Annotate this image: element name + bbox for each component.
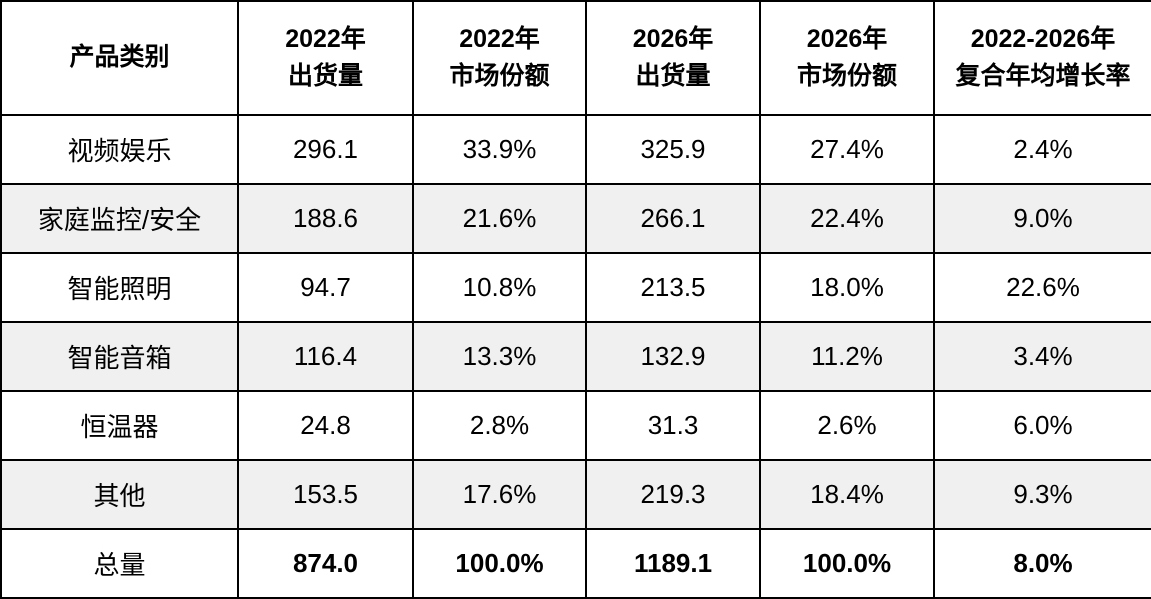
column-header-label: 市场份额 (796, 62, 897, 90)
column-header-label: 2022年 (285, 24, 366, 53)
category-cell: 总量 (0, 528, 239, 599)
value-cell: 27.4% (759, 114, 935, 185)
value-cell: 132.9 (585, 321, 761, 392)
column-header-label: 出货量 (287, 62, 363, 90)
column-header-2026-market-share: 2026年 市场份额 (759, 0, 935, 116)
table-body: 视频娱乐 296.1 33.9% 325.9 27.4% 2.4% 家庭监控/安全 188.6… (0, 114, 1151, 599)
value-cell: 8.0% (933, 528, 1151, 599)
header-row: 产品类别 2022年 出货量 2022年 市场份额 2026年 出货量 2026… (0, 0, 1151, 116)
value-cell: 3.4% (933, 321, 1151, 392)
value-cell: 153.5 (237, 459, 414, 530)
value-cell: 874.0 (237, 528, 414, 599)
value-cell: 31.3 (585, 390, 761, 461)
value-cell: 13.3% (412, 321, 587, 392)
value-cell: 33.9% (412, 114, 587, 185)
column-header-label: 2026年 (806, 24, 888, 53)
table-row: 家庭监控/安全 188.6 21.6% 266.1 22.4% 9.0% (0, 183, 1151, 254)
column-header-2022-shipments: 2022年 出货量 (237, 0, 414, 116)
column-header-label: 出货量 (635, 62, 711, 90)
value-cell: 2.8% (412, 390, 587, 461)
value-cell: 11.2% (759, 321, 935, 392)
value-cell: 18.4% (759, 459, 935, 530)
column-header-2022-market-share: 2022年 市场份额 (412, 0, 587, 116)
column-header-label: 2026年 (632, 24, 714, 53)
table-row: 智能音箱 116.4 13.3% 132.9 11.2% 3.4% (0, 321, 1151, 392)
value-cell: 94.7 (237, 252, 414, 323)
column-header-label: 2022-2026年 (970, 24, 1116, 53)
value-cell: 100.0% (759, 528, 935, 599)
value-cell: 10.8% (412, 252, 587, 323)
value-cell: 266.1 (585, 183, 761, 254)
column-header-cagr: 2022-2026年 复合年均增长率 (933, 0, 1151, 116)
value-cell: 116.4 (237, 321, 414, 392)
value-cell: 17.6% (412, 459, 587, 530)
value-cell: 219.3 (585, 459, 761, 530)
table-header: 产品类别 2022年 出货量 2022年 市场份额 2026年 出货量 2026… (0, 0, 1151, 116)
value-cell: 18.0% (759, 252, 935, 323)
column-header-category: 产品类别 (0, 0, 239, 116)
value-cell: 2.4% (933, 114, 1151, 185)
category-cell: 智能音箱 (0, 321, 239, 392)
value-cell: 9.3% (933, 459, 1151, 530)
value-cell: 296.1 (237, 114, 414, 185)
value-cell: 21.6% (412, 183, 587, 254)
value-cell: 188.6 (237, 183, 414, 254)
value-cell: 22.6% (933, 252, 1151, 323)
value-cell: 9.0% (933, 183, 1151, 254)
category-cell: 智能照明 (0, 252, 239, 323)
value-cell: 24.8 (237, 390, 414, 461)
table-row: 智能照明 94.7 10.8% 213.5 18.0% 22.6% (0, 252, 1151, 323)
category-cell: 其他 (0, 459, 239, 530)
value-cell: 22.4% (759, 183, 935, 254)
value-cell: 100.0% (412, 528, 587, 599)
total-row: 总量 874.0 100.0% 1189.1 100.0% 8.0% (0, 528, 1151, 599)
category-cell: 家庭监控/安全 (0, 183, 239, 254)
table-row: 恒温器 24.8 2.8% 31.3 2.6% 6.0% (0, 390, 1151, 461)
column-header-2026-shipments: 2026年 出货量 (585, 0, 761, 116)
value-cell: 325.9 (585, 114, 761, 185)
column-header-label: 市场份额 (449, 62, 550, 90)
column-header-label: 2022年 (459, 24, 540, 53)
value-cell: 6.0% (933, 390, 1151, 461)
value-cell: 1189.1 (585, 528, 761, 599)
table-row: 其他 153.5 17.6% 219.3 18.4% 9.3% (0, 459, 1151, 530)
category-cell: 视频娱乐 (0, 114, 239, 185)
value-cell: 2.6% (759, 390, 935, 461)
column-header-label: 产品类别 (69, 43, 170, 72)
table-row: 视频娱乐 296.1 33.9% 325.9 27.4% 2.4% (0, 114, 1151, 185)
value-cell: 213.5 (585, 252, 761, 323)
category-cell: 恒温器 (0, 390, 239, 461)
column-header-label: 复合年均增长率 (955, 62, 1131, 90)
